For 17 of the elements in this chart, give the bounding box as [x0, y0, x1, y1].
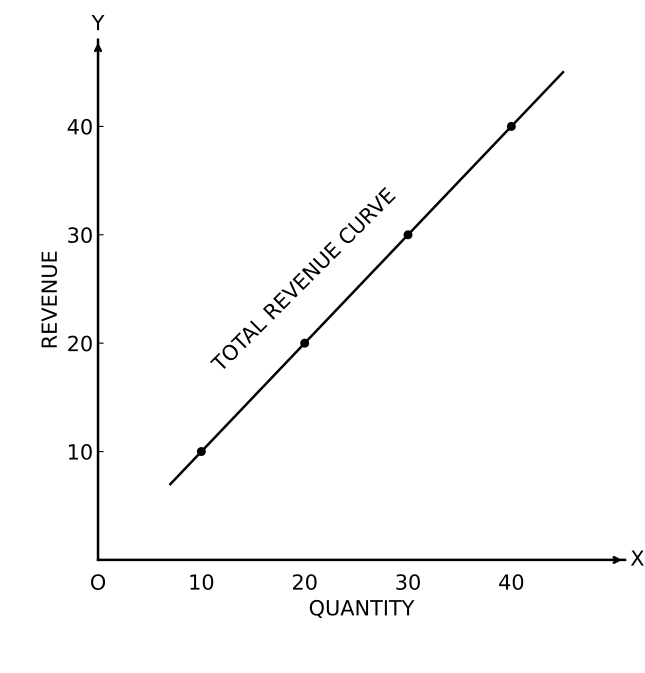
point [300, 338, 310, 348]
x-axis-title: QUANTITY [310, 600, 414, 618]
point [404, 230, 413, 240]
y-tick-label: 40 [68, 118, 92, 135]
x-tick-label: O [91, 574, 106, 590]
x-tick-label: 20 [292, 574, 317, 590]
text: Y [92, 14, 104, 30]
y-axis-title: REVENUE [42, 252, 58, 348]
y-tick-label: 20 [68, 336, 92, 352]
x-tick-label: 10 [190, 574, 214, 590]
y-tick-label: 30 [68, 227, 92, 244]
point [506, 122, 516, 131]
y-tick-label: 10 [68, 444, 92, 460]
x-tick-label: 40 [499, 574, 524, 590]
text: X [630, 550, 644, 566]
point [196, 447, 206, 456]
x-tick-label: 30 [396, 574, 420, 590]
